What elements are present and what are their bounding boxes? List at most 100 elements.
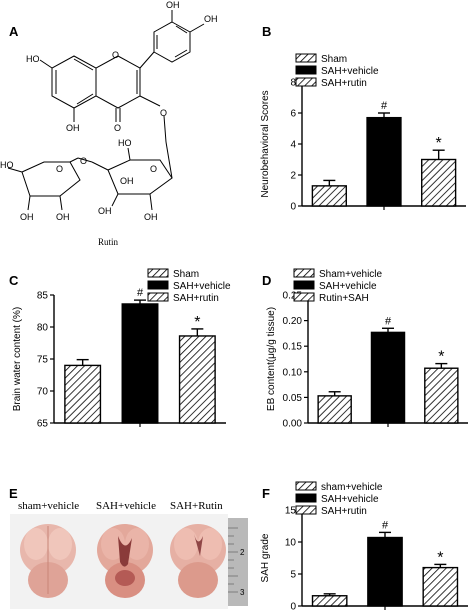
atom-s1-oh2: OH xyxy=(56,212,70,222)
y-tick-label: 0.25 xyxy=(283,291,303,302)
bar xyxy=(121,303,159,424)
legend-label: SAH+rutin xyxy=(321,78,367,89)
significance-label: # xyxy=(137,287,144,299)
significance-label: * xyxy=(194,314,200,331)
y-tick-label: 0.00 xyxy=(283,419,303,430)
atom-ho-ring: HO xyxy=(26,54,40,64)
chart-neurobehavioral-scores: 0 2 4 6 8 Neurobehavioral Scores Sham # SAH+vehi… xyxy=(260,53,466,213)
panel-letter-e: E xyxy=(9,486,18,501)
atom-sugar-link-o: O xyxy=(80,156,87,166)
atom-s2-oh2: OH xyxy=(98,206,112,216)
legend-label: Sham xyxy=(173,269,199,280)
significance-label: # xyxy=(382,519,389,531)
legend-swatch xyxy=(295,505,317,515)
brain-photos: sham+vehicle SAH+vehicle SAH+Rutin xyxy=(10,500,250,610)
panel-letter-b: B xyxy=(262,24,272,39)
legend-label: Sham xyxy=(321,54,347,65)
legend-swatch xyxy=(295,53,317,63)
panel-letter-c: C xyxy=(9,273,19,288)
photo-label-sham: sham+vehicle xyxy=(18,500,80,512)
photo-label-sah: SAH+vehicle xyxy=(96,500,156,512)
y-tick-label: 0 xyxy=(290,202,296,213)
bar xyxy=(422,566,459,607)
legend-label: Rutin+SAH xyxy=(319,293,369,304)
y-tick-label: 0.05 xyxy=(283,393,303,404)
y-tick-label: 5 xyxy=(290,570,296,581)
bar xyxy=(367,536,403,607)
bar xyxy=(366,116,402,207)
legend-label: Sham+vehicle xyxy=(319,269,383,280)
legend-swatch xyxy=(295,77,317,87)
legend-swatch xyxy=(147,268,169,278)
panel-letter-a: A xyxy=(9,24,19,39)
y-tick-label: 6 xyxy=(290,109,296,120)
y-tick-label: 75 xyxy=(37,355,49,366)
ruler-mark-3: 3 xyxy=(240,588,245,597)
legend-label: SAH+rutin xyxy=(321,506,367,517)
atom-oh-top-right: OH xyxy=(204,14,218,24)
brain-image-rutin xyxy=(170,524,226,598)
atom-ring-o: O xyxy=(112,50,119,60)
panel-letter-f: F xyxy=(262,486,270,501)
y-tick-label: 80 xyxy=(37,323,49,334)
legend-swatch xyxy=(147,292,169,302)
significance-label: * xyxy=(437,549,443,566)
ruler-mark-2: 2 xyxy=(240,548,245,557)
atom-oh-chromone: OH xyxy=(66,123,80,133)
photo-label-rutin: SAH+Rutin xyxy=(170,500,223,512)
legend-swatch xyxy=(293,292,315,302)
legend-label: SAH+vehicle xyxy=(173,281,231,292)
significance-label: # xyxy=(385,315,392,327)
bar xyxy=(178,335,216,424)
atom-s2-oh4: OH xyxy=(120,176,134,186)
y-tick-label: 70 xyxy=(37,387,49,398)
legend-label: sham+vehicle xyxy=(321,482,383,493)
bar xyxy=(424,367,459,424)
legend-label: SAH+vehicle xyxy=(321,494,379,505)
atom-sugar1-o: O xyxy=(56,164,63,174)
legend-swatch xyxy=(295,493,317,503)
legend-swatch xyxy=(147,280,169,290)
bar xyxy=(421,158,457,207)
y-tick-label: 4 xyxy=(290,140,296,151)
legend-swatch xyxy=(295,481,317,491)
significance-label: * xyxy=(438,349,444,366)
chart-eb-content: 0.00 0.05 0.10 0.15 0.20 0.25 EB content(μg/g … xyxy=(266,268,468,430)
chart-brain-water-content: 65 70 75 80 85 Brain water content (%) Sham # SA… xyxy=(12,268,231,430)
legend-swatch xyxy=(293,280,315,290)
brain-image-sham xyxy=(20,524,76,598)
bar xyxy=(311,185,347,207)
atom-carbonyl-o: O xyxy=(114,123,121,133)
bar xyxy=(370,331,406,424)
atom-sugar2-o: O xyxy=(150,164,157,174)
chart-sah-grade: 0 5 10 15 SAH grade sham+vehicle # SAH+vehicle *… xyxy=(260,481,468,613)
molecule-caption: Rutin xyxy=(98,237,119,247)
ruler xyxy=(228,518,248,606)
y-tick-label: 0.10 xyxy=(283,367,303,378)
atom-ether-o: O xyxy=(160,108,167,118)
brain-photo-strip: 2 3 xyxy=(10,514,248,609)
y-tick-label: 0.20 xyxy=(283,316,303,327)
atom-s2-oh3: OH xyxy=(144,212,158,222)
atom-oh-top-left: OH xyxy=(166,0,180,10)
y-tick-label: 0.15 xyxy=(283,342,303,353)
bar xyxy=(311,595,348,607)
legend-swatch xyxy=(293,268,315,278)
rutin-structure: OH OH HO OH O O O O O O HO OH OH HO OH O… xyxy=(0,0,218,247)
bar xyxy=(64,364,102,424)
legend-label: SAH+vehicle xyxy=(321,66,379,77)
legend-swatch xyxy=(295,65,317,75)
y-axis-label: SAH grade xyxy=(260,533,271,582)
atom-s1-ho: HO xyxy=(0,160,14,170)
bar xyxy=(317,395,352,424)
atom-s1-oh1: OH xyxy=(20,212,34,222)
legend-label: SAH+vehicle xyxy=(319,281,377,292)
y-tick-label: 85 xyxy=(37,291,49,302)
significance-label: # xyxy=(381,100,388,112)
atom-s2-oh1: HO xyxy=(118,138,132,148)
y-tick-label: 0 xyxy=(290,602,296,613)
y-axis-label: EB content(μg/g tissue) xyxy=(266,307,277,411)
y-axis-label: Brain water content (%) xyxy=(12,307,23,412)
significance-label: * xyxy=(436,135,442,152)
y-tick-label: 15 xyxy=(285,506,297,517)
